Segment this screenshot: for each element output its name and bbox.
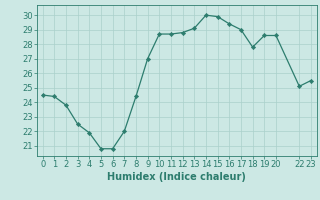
X-axis label: Humidex (Indice chaleur): Humidex (Indice chaleur)	[108, 172, 246, 182]
